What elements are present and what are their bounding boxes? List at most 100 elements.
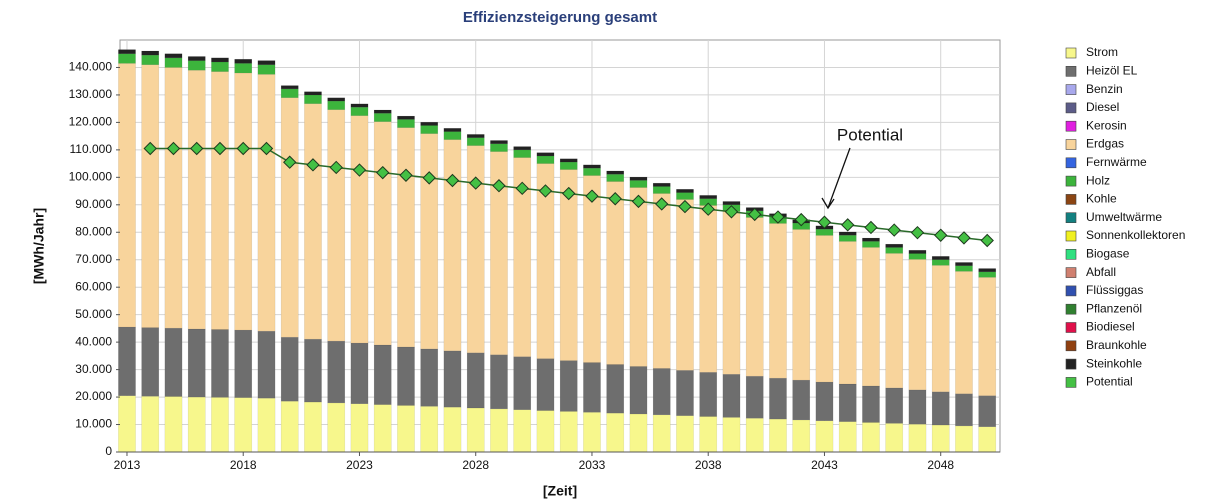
annotation-arrow bbox=[821, 147, 851, 210]
line-marker bbox=[957, 231, 971, 245]
bar-segment bbox=[676, 370, 694, 416]
legend-swatch bbox=[1065, 175, 1077, 187]
bar-segment bbox=[141, 50, 160, 56]
bar-segment bbox=[722, 373, 741, 418]
bar-segment bbox=[862, 237, 880, 242]
bar-segment bbox=[583, 362, 601, 413]
line-marker bbox=[724, 205, 739, 219]
legend-label: Benzin bbox=[1086, 82, 1123, 96]
bar-segment bbox=[629, 180, 648, 188]
bar-segment bbox=[699, 205, 718, 373]
bar-segment bbox=[862, 422, 880, 453]
bar-segment bbox=[513, 149, 532, 158]
bar-segment bbox=[327, 97, 346, 102]
line-marker bbox=[771, 210, 785, 224]
bar-segment bbox=[187, 396, 206, 453]
bar-segment bbox=[350, 106, 369, 116]
bar-segment bbox=[280, 400, 299, 453]
line-marker bbox=[910, 225, 925, 240]
bar-segment bbox=[536, 155, 555, 164]
line-marker bbox=[841, 218, 855, 232]
line-marker bbox=[306, 158, 320, 172]
line-marker bbox=[166, 141, 181, 156]
bar-segment bbox=[397, 127, 415, 348]
y-tick-label: 140.000 bbox=[69, 60, 113, 74]
bar-segment bbox=[838, 383, 857, 422]
bar-segment bbox=[652, 186, 671, 194]
legend-swatch bbox=[1065, 194, 1077, 205]
bar-segment bbox=[466, 137, 485, 146]
y-tick-label: 20.000 bbox=[75, 389, 112, 403]
bar-segment bbox=[931, 265, 950, 393]
legend-swatch bbox=[1065, 157, 1077, 169]
x-tick-label: 2018 bbox=[230, 458, 257, 472]
line-marker bbox=[562, 186, 576, 201]
line-marker bbox=[817, 215, 832, 229]
bar-segment bbox=[234, 63, 253, 74]
bar-segment bbox=[420, 406, 439, 453]
x-tick-label: 2048 bbox=[927, 458, 954, 472]
x-tick-label: 2013 bbox=[114, 458, 141, 472]
bar-segment bbox=[373, 113, 392, 122]
line-marker bbox=[585, 189, 599, 203]
legend-label: Umweltwärme bbox=[1086, 210, 1162, 224]
line-marker bbox=[934, 228, 948, 242]
bar-segment bbox=[652, 193, 671, 369]
bar-segment bbox=[908, 389, 927, 425]
bar-segment bbox=[466, 134, 485, 138]
bar-segment bbox=[629, 413, 648, 453]
legend-swatch bbox=[1065, 377, 1077, 388]
legend-label: Fernwärme bbox=[1086, 155, 1147, 169]
bar-segment bbox=[257, 60, 276, 65]
bar-segment bbox=[606, 364, 625, 414]
bar-segment bbox=[978, 268, 997, 273]
bar-segment bbox=[699, 195, 718, 199]
bar-segment bbox=[141, 327, 160, 397]
bar-segment bbox=[676, 189, 694, 193]
bar-segment bbox=[792, 229, 811, 381]
legend-swatch bbox=[1065, 102, 1077, 114]
line-marker bbox=[515, 181, 529, 196]
bar-segment bbox=[280, 85, 299, 90]
bar-segment bbox=[327, 109, 346, 342]
legend-swatch bbox=[1065, 340, 1077, 352]
bar-segment bbox=[885, 243, 904, 248]
chart-title: Effizienzsteigerung gesamt bbox=[463, 9, 657, 26]
legend-swatch bbox=[1065, 66, 1077, 77]
bar-segment bbox=[815, 420, 834, 453]
bar-segment bbox=[885, 247, 904, 254]
bar-segment bbox=[722, 211, 741, 375]
bar-segment bbox=[559, 169, 578, 361]
bar-segment bbox=[164, 67, 183, 329]
bar-segment bbox=[304, 94, 322, 104]
y-tick-label: 40.000 bbox=[75, 334, 112, 348]
line-marker bbox=[469, 176, 483, 190]
legend-label: Pflanzenöl bbox=[1086, 301, 1142, 315]
y-tick-label: 30.000 bbox=[75, 362, 112, 376]
bar-segment bbox=[838, 241, 857, 385]
bar-segment bbox=[513, 409, 532, 453]
bar-segment bbox=[931, 259, 950, 266]
bar-segment bbox=[350, 115, 369, 344]
bar-segment bbox=[280, 97, 299, 338]
line-marker bbox=[538, 184, 553, 198]
legend-label: Biogase bbox=[1086, 246, 1130, 260]
y-tick-label: 0 bbox=[105, 444, 112, 458]
bar-segment bbox=[583, 175, 601, 363]
y-tick-label: 130.000 bbox=[69, 87, 113, 101]
bar-segment bbox=[815, 235, 834, 383]
bar-segment bbox=[257, 74, 276, 332]
bar-segment bbox=[211, 57, 229, 63]
bar-segment bbox=[443, 139, 462, 352]
bar-segment bbox=[908, 423, 927, 453]
line-marker bbox=[678, 199, 692, 214]
bar-segment bbox=[769, 223, 787, 379]
legend-swatch bbox=[1065, 358, 1077, 370]
bar-segment bbox=[187, 328, 206, 398]
bar-segment bbox=[280, 88, 299, 98]
bar-segment bbox=[141, 395, 160, 453]
bar-segment bbox=[978, 395, 997, 427]
bar-segment bbox=[350, 342, 369, 404]
bar-segment bbox=[629, 366, 648, 415]
bar-segment bbox=[350, 103, 369, 108]
